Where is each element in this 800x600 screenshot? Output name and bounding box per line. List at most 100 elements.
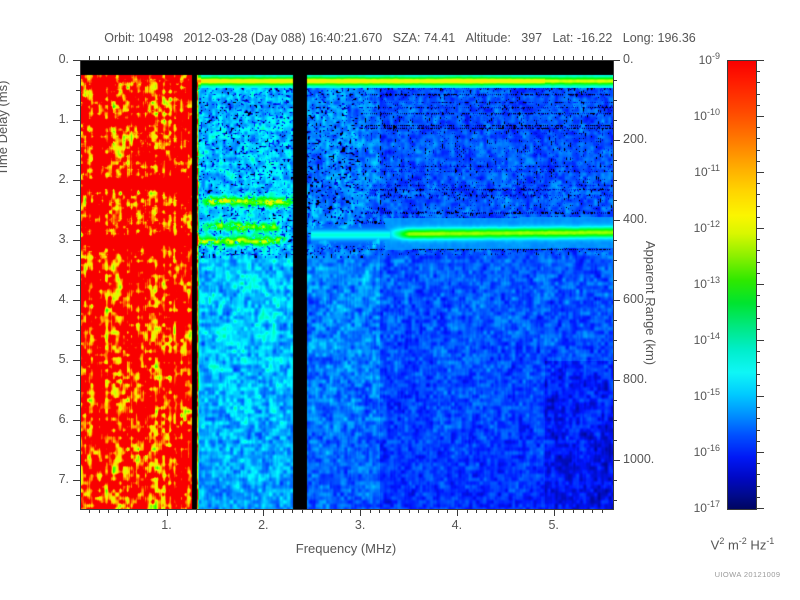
- axis-tick: [389, 56, 391, 60]
- axis-tick: [514, 56, 516, 60]
- axis-tick: [613, 160, 617, 161]
- axis-tick: [73, 240, 80, 241]
- axis-tick: [76, 90, 80, 91]
- colorbar-gradient: [727, 60, 757, 510]
- axis-tick: [321, 56, 323, 60]
- axis-tick: [76, 375, 80, 376]
- colorbar-tick-label: 10-12: [693, 219, 720, 235]
- axis-tick: [73, 60, 80, 61]
- axis-tick: [369, 509, 371, 513]
- axis-tick: [76, 210, 80, 211]
- axis-tick: [456, 56, 458, 60]
- axis-tick: [185, 56, 187, 60]
- axis-tick: [282, 509, 284, 513]
- axis-tick: [437, 509, 439, 513]
- colorbar-minor-tick: [756, 160, 760, 162]
- axis-tick: [76, 390, 80, 391]
- colorbar-tick-label: 10-11: [694, 163, 720, 179]
- axis-tick: [302, 56, 304, 60]
- axis-tick: [613, 380, 620, 381]
- axis-tick: [427, 509, 429, 513]
- axis-tick: [76, 330, 80, 331]
- axis-tick: [302, 509, 304, 513]
- header-long-label: Long:: [622, 31, 655, 45]
- x-tick-label: 2.: [258, 518, 269, 532]
- axis-tick: [613, 280, 617, 281]
- axis-tick: [613, 100, 617, 101]
- axis-tick: [613, 300, 620, 301]
- axis-tick: [76, 495, 80, 496]
- axis-tick: [118, 509, 120, 513]
- axis-tick: [495, 56, 497, 60]
- colorbar-tick: [756, 172, 764, 173]
- colorbar-minor-tick: [756, 485, 760, 487]
- axis-tick: [544, 56, 546, 60]
- axis-tick: [613, 400, 617, 401]
- axis-tick: [466, 509, 468, 513]
- colorbar-minor-tick: [756, 183, 760, 185]
- axis-tick: [613, 420, 617, 421]
- axis-tick: [76, 270, 80, 271]
- axis-tick: [514, 509, 516, 513]
- axis-tick: [76, 195, 80, 196]
- axis-tick: [369, 56, 371, 60]
- colorbar-minor-tick: [756, 272, 760, 274]
- axis-tick: [613, 260, 617, 261]
- axis-tick: [243, 509, 245, 513]
- axis-tick: [398, 509, 400, 513]
- axis-tick: [156, 509, 158, 513]
- spectrogram-plot-area: [80, 60, 614, 510]
- axis-tick: [418, 509, 420, 513]
- axis-tick: [379, 56, 381, 60]
- axis-tick: [127, 56, 129, 60]
- axis-tick: [89, 56, 91, 60]
- axis-tick: [166, 509, 168, 516]
- y-right-tick-label: 0.: [623, 52, 634, 66]
- axis-tick: [613, 60, 620, 61]
- axis-tick: [398, 56, 400, 60]
- colorbar-units-label: V2 m-2 Hz-1: [710, 536, 775, 553]
- colorbar-minor-tick: [756, 373, 760, 375]
- axis-tick: [234, 56, 236, 60]
- axis-tick: [253, 56, 255, 60]
- axis-tick: [76, 435, 80, 436]
- axis-tick: [98, 509, 100, 513]
- colorbar-minor-tick: [756, 82, 760, 84]
- colorbar-tick-label: 10-17: [693, 499, 720, 515]
- axis-tick: [476, 56, 478, 60]
- axis-tick: [485, 56, 487, 60]
- colorbar: [727, 60, 757, 510]
- axis-tick: [263, 56, 265, 60]
- y-left-tick-label: 1.: [58, 112, 69, 126]
- colorbar-tick-label: 10-15: [693, 387, 720, 403]
- axis-tick: [613, 200, 617, 201]
- y-left-tick-label: 6.: [58, 412, 69, 426]
- colorbar-minor-tick: [756, 205, 760, 207]
- y-right-tick-label: 200.: [623, 132, 648, 146]
- axis-tick: [76, 225, 80, 226]
- colorbar-minor-tick: [756, 138, 760, 140]
- axis-tick: [418, 56, 420, 60]
- colorbar-minor-tick: [756, 194, 760, 196]
- axis-tick: [137, 509, 139, 513]
- axis-tick: [350, 509, 352, 513]
- axis-tick: [73, 120, 80, 121]
- axis-tick: [331, 509, 333, 513]
- axis-tick: [321, 509, 323, 513]
- y-right-tick-label: 800.: [623, 372, 648, 386]
- axis-tick: [592, 509, 594, 513]
- axis-tick: [331, 56, 333, 60]
- colorbar-minor-tick: [756, 306, 760, 308]
- axis-tick: [360, 56, 362, 60]
- axis-tick: [350, 56, 352, 60]
- axis-tick: [76, 135, 80, 136]
- axis-tick: [166, 56, 168, 60]
- axis-tick: [447, 56, 449, 60]
- axis-tick: [613, 320, 617, 321]
- colorbar-minor-tick: [756, 127, 760, 129]
- colorbar-minor-tick: [756, 149, 760, 151]
- header-datetime: 2012-03-28 (Day 088) 16:40:21.670: [183, 31, 383, 45]
- colorbar-minor-tick: [756, 93, 760, 95]
- axis-tick: [447, 509, 449, 513]
- axis-tick: [73, 300, 80, 301]
